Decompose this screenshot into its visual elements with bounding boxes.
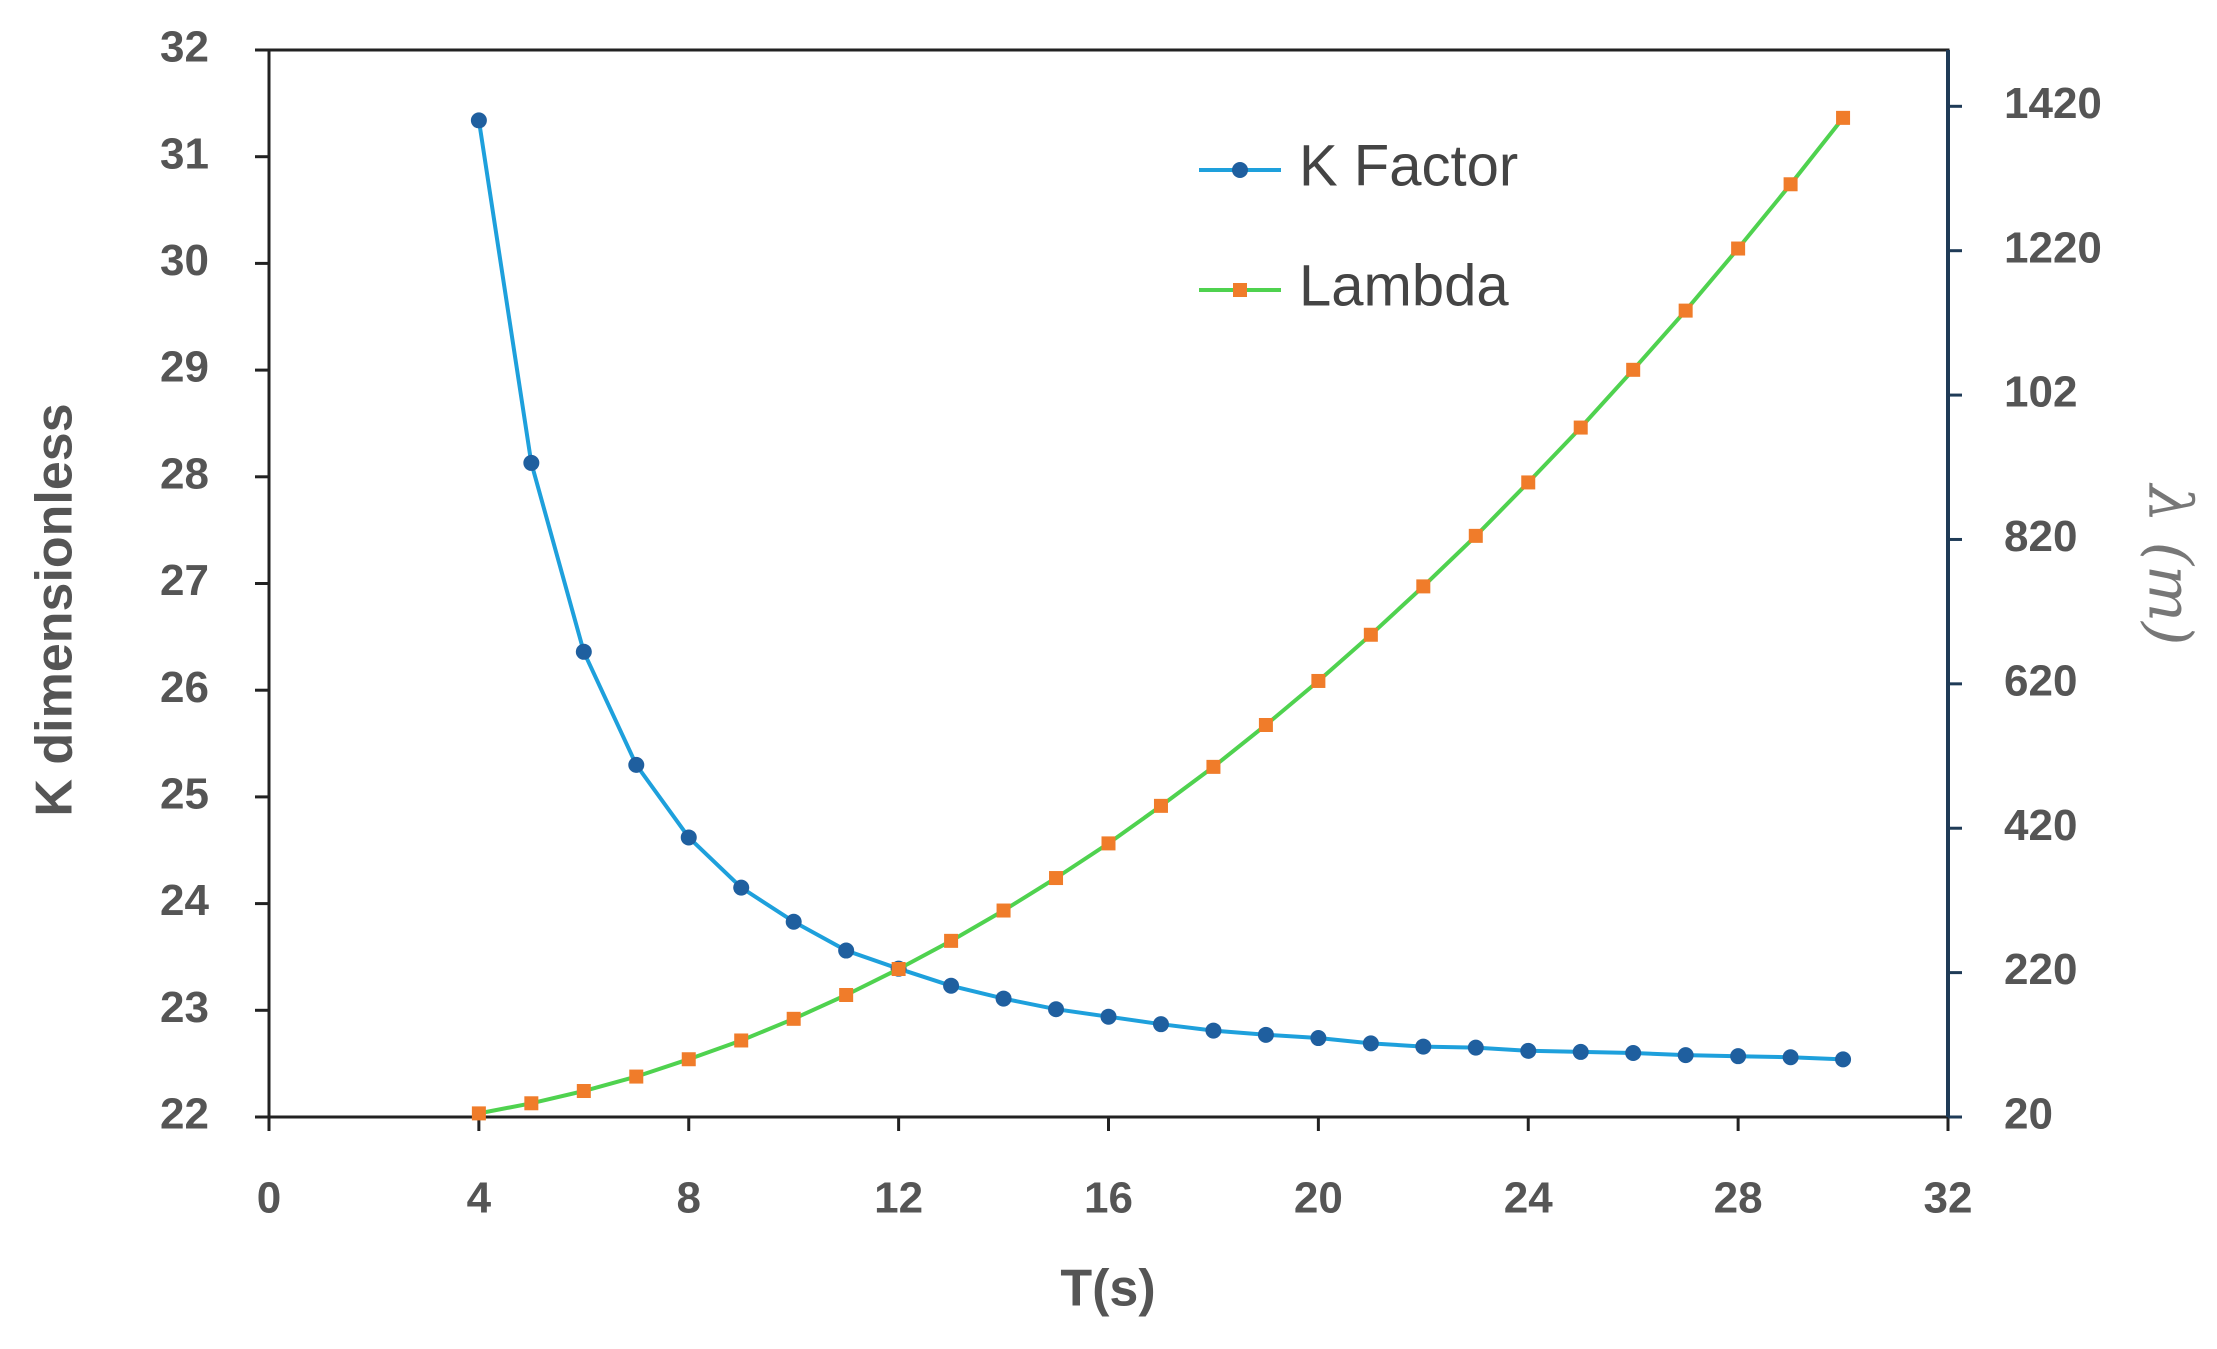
x-axis-title: T(s) (1060, 1260, 1155, 1318)
legend-label: K Factor (1299, 133, 1518, 198)
marker (1258, 717, 1273, 732)
y2-tick-label: 820 (2004, 512, 2077, 561)
y-tick-label: 24 (160, 876, 209, 925)
marker (470, 112, 487, 129)
y2-tick-label: 420 (2004, 801, 2077, 850)
marker (1049, 871, 1064, 886)
y2-tick-label: 20 (2004, 1090, 2053, 1139)
y-tick-label: 26 (160, 663, 209, 712)
marker (1415, 1038, 1432, 1055)
marker (1206, 759, 1221, 774)
marker (1678, 303, 1693, 318)
marker (523, 454, 540, 471)
marker (681, 1052, 696, 1067)
y-tick-label: 31 (160, 129, 209, 178)
legend-marker (1233, 283, 1247, 297)
marker (839, 987, 854, 1002)
marker (1153, 798, 1168, 813)
x-tick-label: 28 (1714, 1174, 1763, 1223)
y-tick-label: 22 (160, 1090, 209, 1139)
marker (1626, 362, 1641, 377)
x-tick-label: 8 (677, 1174, 701, 1223)
legend-marker (1232, 162, 1248, 178)
x-tick-label: 0 (257, 1174, 281, 1223)
y-tick-label: 32 (160, 23, 209, 72)
marker (786, 1011, 801, 1026)
marker (838, 942, 855, 959)
series-line (478, 116, 1845, 1116)
marker (1520, 1042, 1537, 1059)
marker (1205, 1022, 1222, 1039)
marker (628, 756, 645, 773)
marker (1468, 528, 1483, 543)
marker (734, 1033, 749, 1048)
series-line (476, 120, 1844, 1062)
marker (1836, 110, 1851, 125)
marker (629, 1069, 644, 1084)
y2-axis-title: λ (m) (2134, 483, 2204, 646)
y-tick-label: 23 (160, 983, 209, 1032)
marker (1048, 1001, 1065, 1018)
y-tick-label: 25 (160, 770, 209, 819)
marker (1573, 420, 1588, 435)
marker (1572, 1043, 1589, 1060)
marker (680, 829, 697, 846)
plot-frame (267, 48, 1950, 1119)
marker (944, 933, 959, 948)
marker (1730, 1048, 1747, 1065)
marker (524, 1096, 539, 1111)
x-tick-label: 16 (1084, 1174, 1133, 1223)
marker (471, 1106, 486, 1121)
y-tick-label: 27 (160, 556, 209, 605)
x-tick-label: 24 (1504, 1174, 1553, 1223)
marker (1782, 1049, 1799, 1066)
marker (995, 990, 1012, 1007)
y2-tick-label: 620 (2004, 656, 2077, 705)
marker (891, 962, 906, 977)
marker (1363, 627, 1378, 642)
marker (1467, 1039, 1484, 1056)
marker (1100, 1008, 1117, 1025)
marker (1310, 1030, 1327, 1047)
y-tick-label: 28 (160, 449, 209, 498)
marker (1416, 579, 1431, 594)
y2-tick-label: 1420 (2004, 79, 2102, 128)
marker (1362, 1035, 1379, 1052)
x-tick-label: 12 (874, 1174, 923, 1223)
x-tick-label: 4 (467, 1174, 492, 1223)
marker (1731, 241, 1746, 256)
marker (733, 879, 750, 896)
marker (1835, 1051, 1852, 1068)
y2-tick-label: 220 (2004, 945, 2077, 994)
legend-label: Lambda (1299, 253, 1509, 318)
marker (575, 643, 592, 660)
marker (576, 1084, 591, 1099)
y2-tick-label: 102 (2004, 368, 2077, 417)
x-tick-label: 20 (1294, 1174, 1343, 1223)
y-tick-label: 29 (160, 343, 209, 392)
marker (1257, 1026, 1274, 1043)
y-axis-title: K dimensionless (26, 403, 84, 816)
marker (1783, 177, 1798, 192)
marker (1625, 1044, 1642, 1061)
marker (1101, 836, 1116, 851)
x-tick-label: 32 (1924, 1174, 1973, 1223)
marker (943, 977, 960, 994)
y2-tick-label: 1220 (2004, 223, 2102, 272)
marker (785, 913, 802, 930)
y-tick-label: 30 (160, 236, 209, 285)
marker (1521, 475, 1536, 490)
marker (1152, 1016, 1169, 1033)
marker (996, 903, 1011, 918)
marker (1677, 1047, 1694, 1064)
marker (1311, 673, 1326, 688)
